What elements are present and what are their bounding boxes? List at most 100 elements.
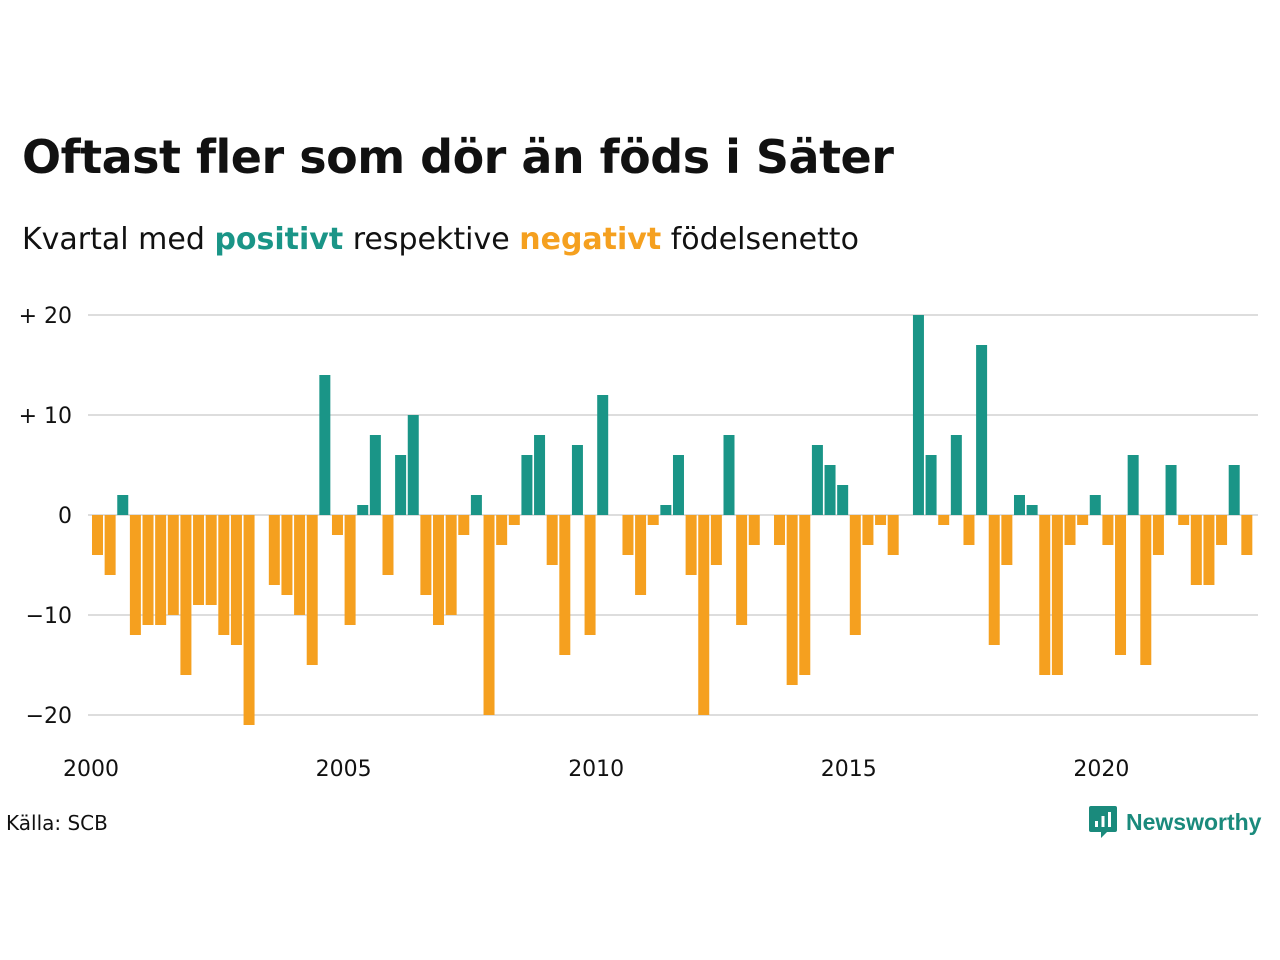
bar-negative (344, 515, 356, 625)
bar-positive (521, 455, 533, 515)
chart-subtitle: Kvartal med positivt respektive negativt… (22, 222, 859, 257)
bar-positive (117, 495, 129, 515)
y-tick-label: + 20 (19, 304, 72, 329)
subtitle-text-before: Kvartal med (22, 222, 205, 257)
bar-negative (205, 515, 217, 605)
bar-positive (407, 415, 419, 515)
x-tick-label: 2015 (821, 757, 877, 782)
bar-negative (799, 515, 811, 675)
y-axis-labels: + 20 + 10 0 −10 −20 (19, 304, 72, 729)
bar-positive (672, 455, 684, 515)
x-axis-labels: 2000 2005 2010 2015 2020 (63, 757, 1129, 782)
bar-positive (1089, 495, 1101, 515)
bar-negative (963, 515, 975, 545)
bar-negative (685, 515, 697, 575)
bar-positive (912, 315, 924, 515)
bar-positive (950, 435, 962, 515)
bar-negative (887, 515, 899, 555)
bar-negative (433, 515, 445, 625)
bar-positive (837, 485, 849, 515)
subtitle-positive: positivt (214, 222, 344, 257)
bar-negative (1115, 515, 1127, 655)
bar-positive (1013, 495, 1025, 515)
bar-negative (988, 515, 1000, 645)
bar-negative (635, 515, 647, 595)
y-tick-label: 0 (58, 504, 72, 529)
bar-positive (319, 375, 331, 515)
bar-negative (849, 515, 861, 635)
subtitle-text-after: födelsenetto (670, 222, 859, 257)
y-tick-label: −20 (26, 704, 72, 729)
brand-name: Newsworthy (1126, 808, 1262, 835)
bar-positive (534, 435, 546, 515)
bar-negative (243, 515, 255, 725)
bar-negative (1051, 515, 1063, 675)
bar-negative (647, 515, 659, 525)
chart-title: Oftast fler som dör än föds i Säter (22, 130, 894, 184)
bar-negative (938, 515, 950, 525)
bar-negative (1064, 515, 1076, 545)
source-note: Källa: SCB (6, 811, 108, 835)
bar-negative (1140, 515, 1152, 665)
bar-negative (1203, 515, 1215, 585)
bar-negative (167, 515, 179, 615)
bar-negative (1152, 515, 1164, 555)
bar-positive (369, 435, 381, 515)
x-tick-label: 2005 (316, 757, 372, 782)
bar-positive (1228, 465, 1240, 515)
bar-negative (546, 515, 558, 565)
x-tick-label: 2010 (568, 757, 624, 782)
bar-negative (698, 515, 710, 715)
bar-negative (180, 515, 192, 675)
y-tick-label: −10 (26, 604, 72, 629)
bar-negative (496, 515, 508, 545)
bar-negative (786, 515, 798, 685)
bar-positive (1127, 455, 1139, 515)
bar-positive (976, 345, 988, 515)
bar-negative (382, 515, 394, 575)
bar-negative (104, 515, 116, 575)
bar-positive (571, 445, 583, 515)
bars (92, 315, 1253, 725)
y-tick-label: + 10 (19, 404, 72, 429)
bar-negative (584, 515, 596, 635)
bar-negative (268, 515, 280, 585)
x-tick-label: 2020 (1073, 757, 1129, 782)
bar-positive (1165, 465, 1177, 515)
subtitle-negative: negativt (519, 222, 662, 257)
bar-negative (129, 515, 141, 635)
bar-positive (723, 435, 735, 515)
bar-negative (559, 515, 571, 655)
bar-negative (710, 515, 722, 565)
bar-negative (445, 515, 457, 615)
bar-positive (597, 395, 609, 515)
bar-negative (193, 515, 205, 605)
bar-negative (331, 515, 343, 535)
bar-negative (875, 515, 887, 525)
newsworthy-logo-icon (1089, 806, 1117, 838)
bar-positive (1026, 505, 1038, 515)
bar-negative (1241, 515, 1253, 555)
bar-negative (483, 515, 495, 715)
bar-negative (218, 515, 230, 635)
subtitle-text-middle: respektive (352, 222, 510, 257)
bar-negative (1102, 515, 1114, 545)
bar-negative (92, 515, 103, 555)
bar-positive (470, 495, 482, 515)
bar-positive (925, 455, 937, 515)
bar-positive (395, 455, 407, 515)
bar-negative (306, 515, 318, 665)
bar-negative (736, 515, 748, 625)
bar-negative (622, 515, 634, 555)
newsworthy-logo: Newsworthy (1088, 804, 1261, 840)
bar-negative (142, 515, 154, 625)
bar-negative (1190, 515, 1202, 585)
bar-positive (824, 465, 836, 515)
bar-positive (357, 505, 369, 515)
bar-negative (230, 515, 242, 645)
bar-negative (458, 515, 470, 535)
bar-negative (155, 515, 167, 625)
bar-negative (748, 515, 760, 545)
bar-negative (1001, 515, 1013, 565)
bar-negative (1216, 515, 1228, 545)
